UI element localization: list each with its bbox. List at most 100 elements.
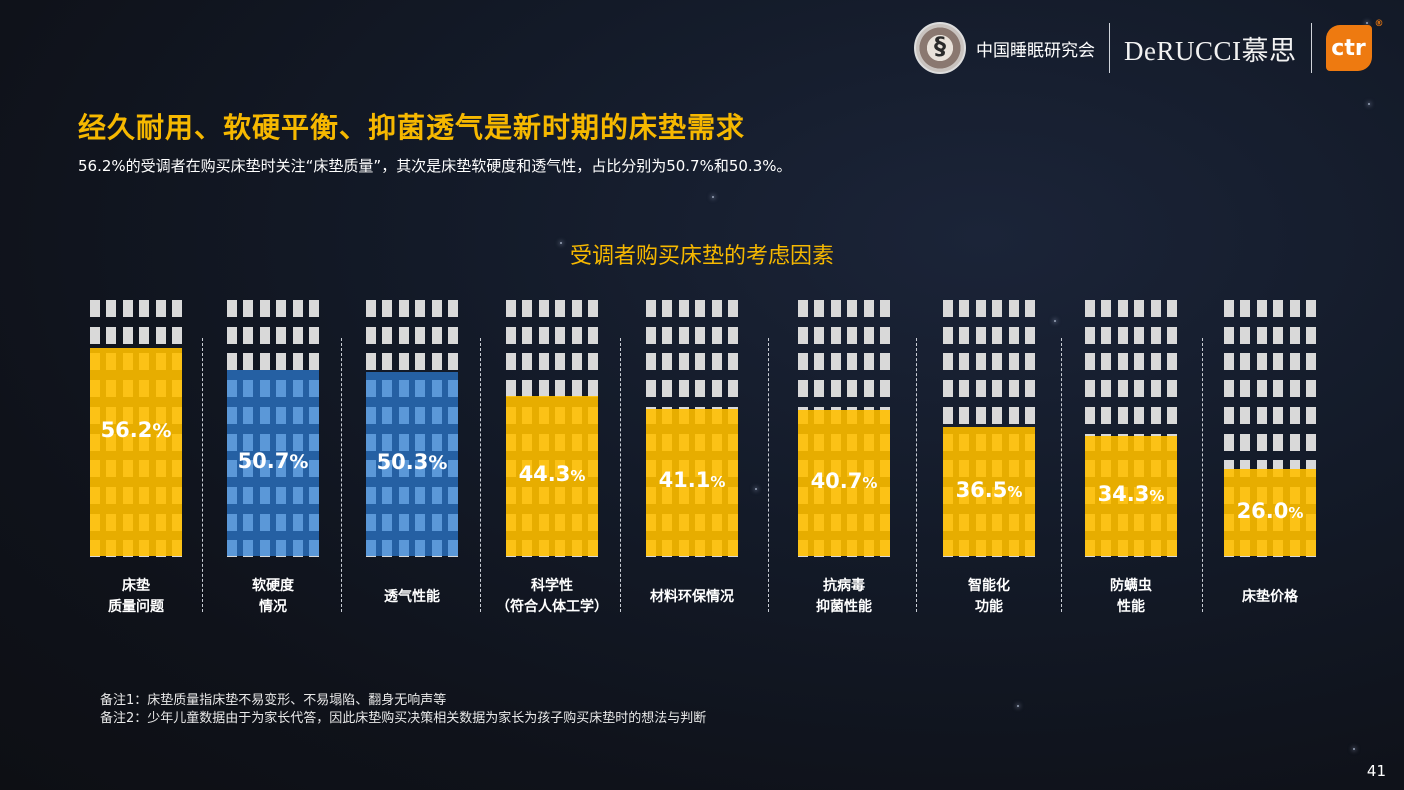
category-label-line: 透气性能 (384, 589, 440, 605)
chart-column: 44.3% (506, 300, 598, 557)
bar-window-cell (309, 514, 319, 531)
window-cell (959, 353, 969, 370)
category-label: 防螨虫 性能 (1061, 576, 1201, 618)
window-cell (646, 380, 656, 397)
bar-window-cell (139, 434, 149, 451)
window-cell (992, 300, 1002, 317)
window-cell (1009, 353, 1019, 370)
bar-window-cell (382, 434, 392, 451)
window-cell (662, 353, 672, 370)
bar-window-cell (814, 460, 824, 477)
bar-window-cell (662, 460, 672, 477)
window-cell (992, 380, 1002, 397)
bar-window-cell (798, 410, 808, 425)
bar-window-cell (555, 487, 565, 504)
window-cell (243, 300, 253, 317)
window-cell (679, 327, 689, 344)
window-cell (831, 300, 841, 317)
bar-window-cell (943, 487, 953, 504)
window-cell (1134, 407, 1144, 424)
bar-window-cell (448, 460, 458, 477)
data-label-value: 44.3 (518, 461, 571, 486)
bar-window-cell (432, 460, 442, 477)
window-cell (1009, 407, 1019, 424)
bar-window-cell (959, 460, 969, 477)
bar-window-cell (448, 514, 458, 531)
category-label-line: 材料环保情况 (650, 589, 734, 605)
window-cell (1224, 353, 1234, 370)
bar-window-cell (662, 540, 672, 556)
bar-window-cell (1009, 460, 1019, 477)
window-cell (814, 353, 824, 370)
bar-window-cell (728, 540, 738, 556)
window-cell (880, 353, 890, 370)
registered-mark: ® (1374, 19, 1384, 29)
data-label: 44.3% (506, 462, 598, 486)
bar-window-cell (943, 434, 953, 451)
window-cell (1118, 327, 1128, 344)
window-cell (506, 380, 516, 397)
window-cell (864, 327, 874, 344)
bar-window-cell (90, 380, 100, 397)
category-label: 智能化 功能 (919, 576, 1059, 618)
category-label-line: 防螨虫 (1110, 578, 1152, 594)
window-cell (572, 353, 582, 370)
bar-window-cell (399, 540, 409, 556)
bar-window-cell (1025, 540, 1035, 556)
bar-window-cell (432, 487, 442, 504)
bar-window-cell (814, 514, 824, 531)
window-cell (539, 380, 549, 397)
window-cell (1257, 434, 1267, 451)
bar (366, 371, 458, 556)
window-cell (1085, 407, 1095, 424)
bar-window-cell (847, 487, 857, 504)
window-cell (992, 327, 1002, 344)
bar-window-cell (1240, 469, 1250, 477)
bar-window-cell (1151, 487, 1161, 504)
window-cell (1290, 460, 1300, 477)
data-label-unit: % (710, 473, 726, 492)
bar-window-cell (90, 540, 100, 556)
bar-window-cell (1101, 487, 1111, 504)
bar-window-cell (1118, 540, 1128, 556)
column-divider (768, 338, 769, 612)
window-cell (943, 353, 953, 370)
bar-window-cell (814, 487, 824, 504)
window-cell (1290, 434, 1300, 451)
bar-window-cell (880, 514, 890, 531)
bar-window-cell (156, 434, 166, 451)
bar-window-cell (943, 540, 953, 556)
bar-window-cell (880, 460, 890, 477)
bar-window-cell (243, 380, 253, 397)
bar-window-cell (864, 434, 874, 451)
window-cell (1273, 380, 1283, 397)
bar-window-cell (712, 540, 722, 556)
bar-window-cell (1167, 460, 1177, 477)
bar-window-cell (506, 434, 516, 451)
bar-window-cell (90, 460, 100, 477)
window-cell (695, 353, 705, 370)
bar-window-cell (90, 514, 100, 531)
bar-window-cell (1025, 514, 1035, 531)
bar-window-cell (90, 407, 100, 424)
window-cell (864, 353, 874, 370)
window-cell (976, 353, 986, 370)
window-cell (798, 353, 808, 370)
bar-window-cell (555, 434, 565, 451)
window-cell (399, 300, 409, 317)
bar-window-cell (1167, 514, 1177, 531)
window-cell (712, 300, 722, 317)
column-divider (202, 338, 203, 612)
bar-window-cell (847, 460, 857, 477)
bar-window-cell (172, 407, 182, 424)
window-cell (276, 327, 286, 344)
background-star (1366, 22, 1368, 24)
window-cell (432, 327, 442, 344)
bar-window-cell (276, 460, 286, 477)
data-label: 50.7% (227, 449, 319, 473)
bar-window-cell (309, 487, 319, 504)
window-cell (415, 327, 425, 344)
window-cell (1290, 380, 1300, 397)
bar-window-cell (679, 514, 689, 531)
bar-window-cell (227, 540, 237, 556)
